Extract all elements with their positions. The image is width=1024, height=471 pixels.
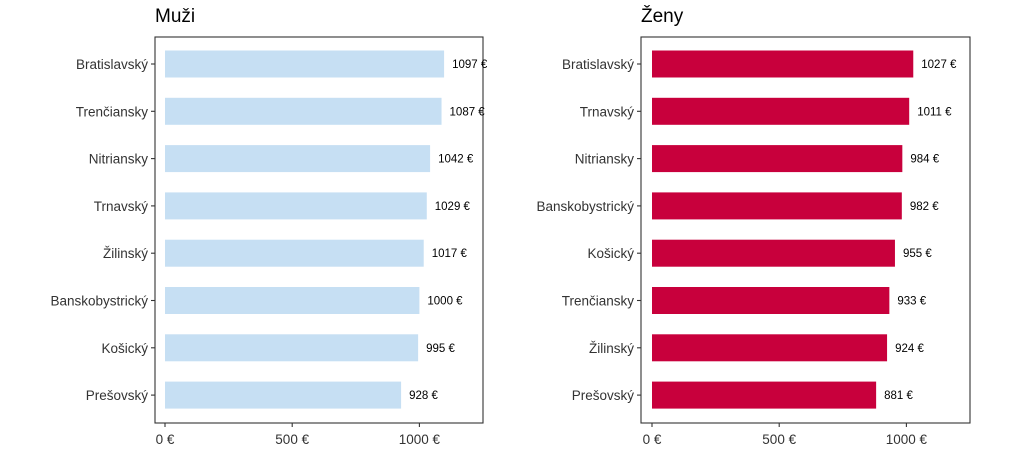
category-label: Nitriansky <box>89 152 149 167</box>
value-label: 1097 € <box>452 59 488 71</box>
x-tick-label: 0 € <box>643 432 662 447</box>
bar <box>652 239 895 267</box>
category-label: Trenčiansky <box>562 294 635 309</box>
value-label: 933 € <box>897 296 926 308</box>
value-label: 1011 € <box>917 106 952 118</box>
value-label: 1087 € <box>450 106 486 118</box>
bar <box>652 287 890 314</box>
bar <box>652 145 903 173</box>
x-tick-label: 1000 € <box>886 432 928 447</box>
x-tick-label: 1000 € <box>399 432 441 447</box>
category-label: Prešovský <box>572 388 635 403</box>
value-label: 928 € <box>409 390 438 402</box>
panel-frame <box>154 36 484 424</box>
value-label: 1042 € <box>438 154 474 166</box>
value-label: 984 € <box>910 154 939 166</box>
category-label: Trnavský <box>94 199 149 214</box>
bar <box>652 381 877 409</box>
category-label: Trnavský <box>580 104 635 119</box>
category-label: Bratislavský <box>76 57 148 72</box>
category-label: Banskobystrický <box>536 199 634 214</box>
category-label: Banskobystrický <box>50 294 148 309</box>
bar <box>165 334 419 362</box>
bar <box>165 145 431 173</box>
value-label: 955 € <box>903 248 932 260</box>
x-tick-label: 500 € <box>762 432 796 447</box>
category-label: Trenčiansky <box>76 104 149 119</box>
value-label: 924 € <box>895 343 924 355</box>
bar <box>165 50 445 78</box>
category-label: Žilinský <box>589 341 634 356</box>
panel-frame <box>640 36 971 424</box>
category-label: Košický <box>587 246 634 261</box>
category-label: Bratislavský <box>562 57 634 72</box>
category-label: Prešovský <box>86 388 149 403</box>
category-label: Nitriansky <box>575 152 635 167</box>
chart-panel-zeny: Ženy 1027 € Bratislavský 1011 € Trnavský 984 … <box>536 5 971 447</box>
chart-panel-muzi: Muži 1097 € Bratislavský 1087 € Trenčiansky 1… <box>50 6 487 447</box>
bar <box>652 192 902 220</box>
bar <box>165 97 442 125</box>
bar <box>165 381 402 409</box>
value-label: 1000 € <box>427 296 463 308</box>
category-label: Žilinský <box>103 246 148 261</box>
bar <box>652 97 910 125</box>
bar <box>652 50 914 78</box>
value-label: 1029 € <box>435 201 471 213</box>
bar <box>165 287 420 314</box>
bar <box>165 239 424 267</box>
bar <box>652 334 888 362</box>
value-label: 995 € <box>426 343 455 355</box>
value-label: 1027 € <box>921 59 957 71</box>
category-label: Košický <box>101 341 148 356</box>
panel-title: Muži <box>155 6 195 27</box>
panel-title: Ženy <box>641 5 684 27</box>
x-tick-label: 500 € <box>275 432 309 447</box>
value-label: 881 € <box>884 390 913 402</box>
bar <box>165 192 427 220</box>
value-label: 1017 € <box>432 248 468 260</box>
x-tick-label: 0 € <box>156 432 175 447</box>
value-label: 982 € <box>910 201 939 213</box>
